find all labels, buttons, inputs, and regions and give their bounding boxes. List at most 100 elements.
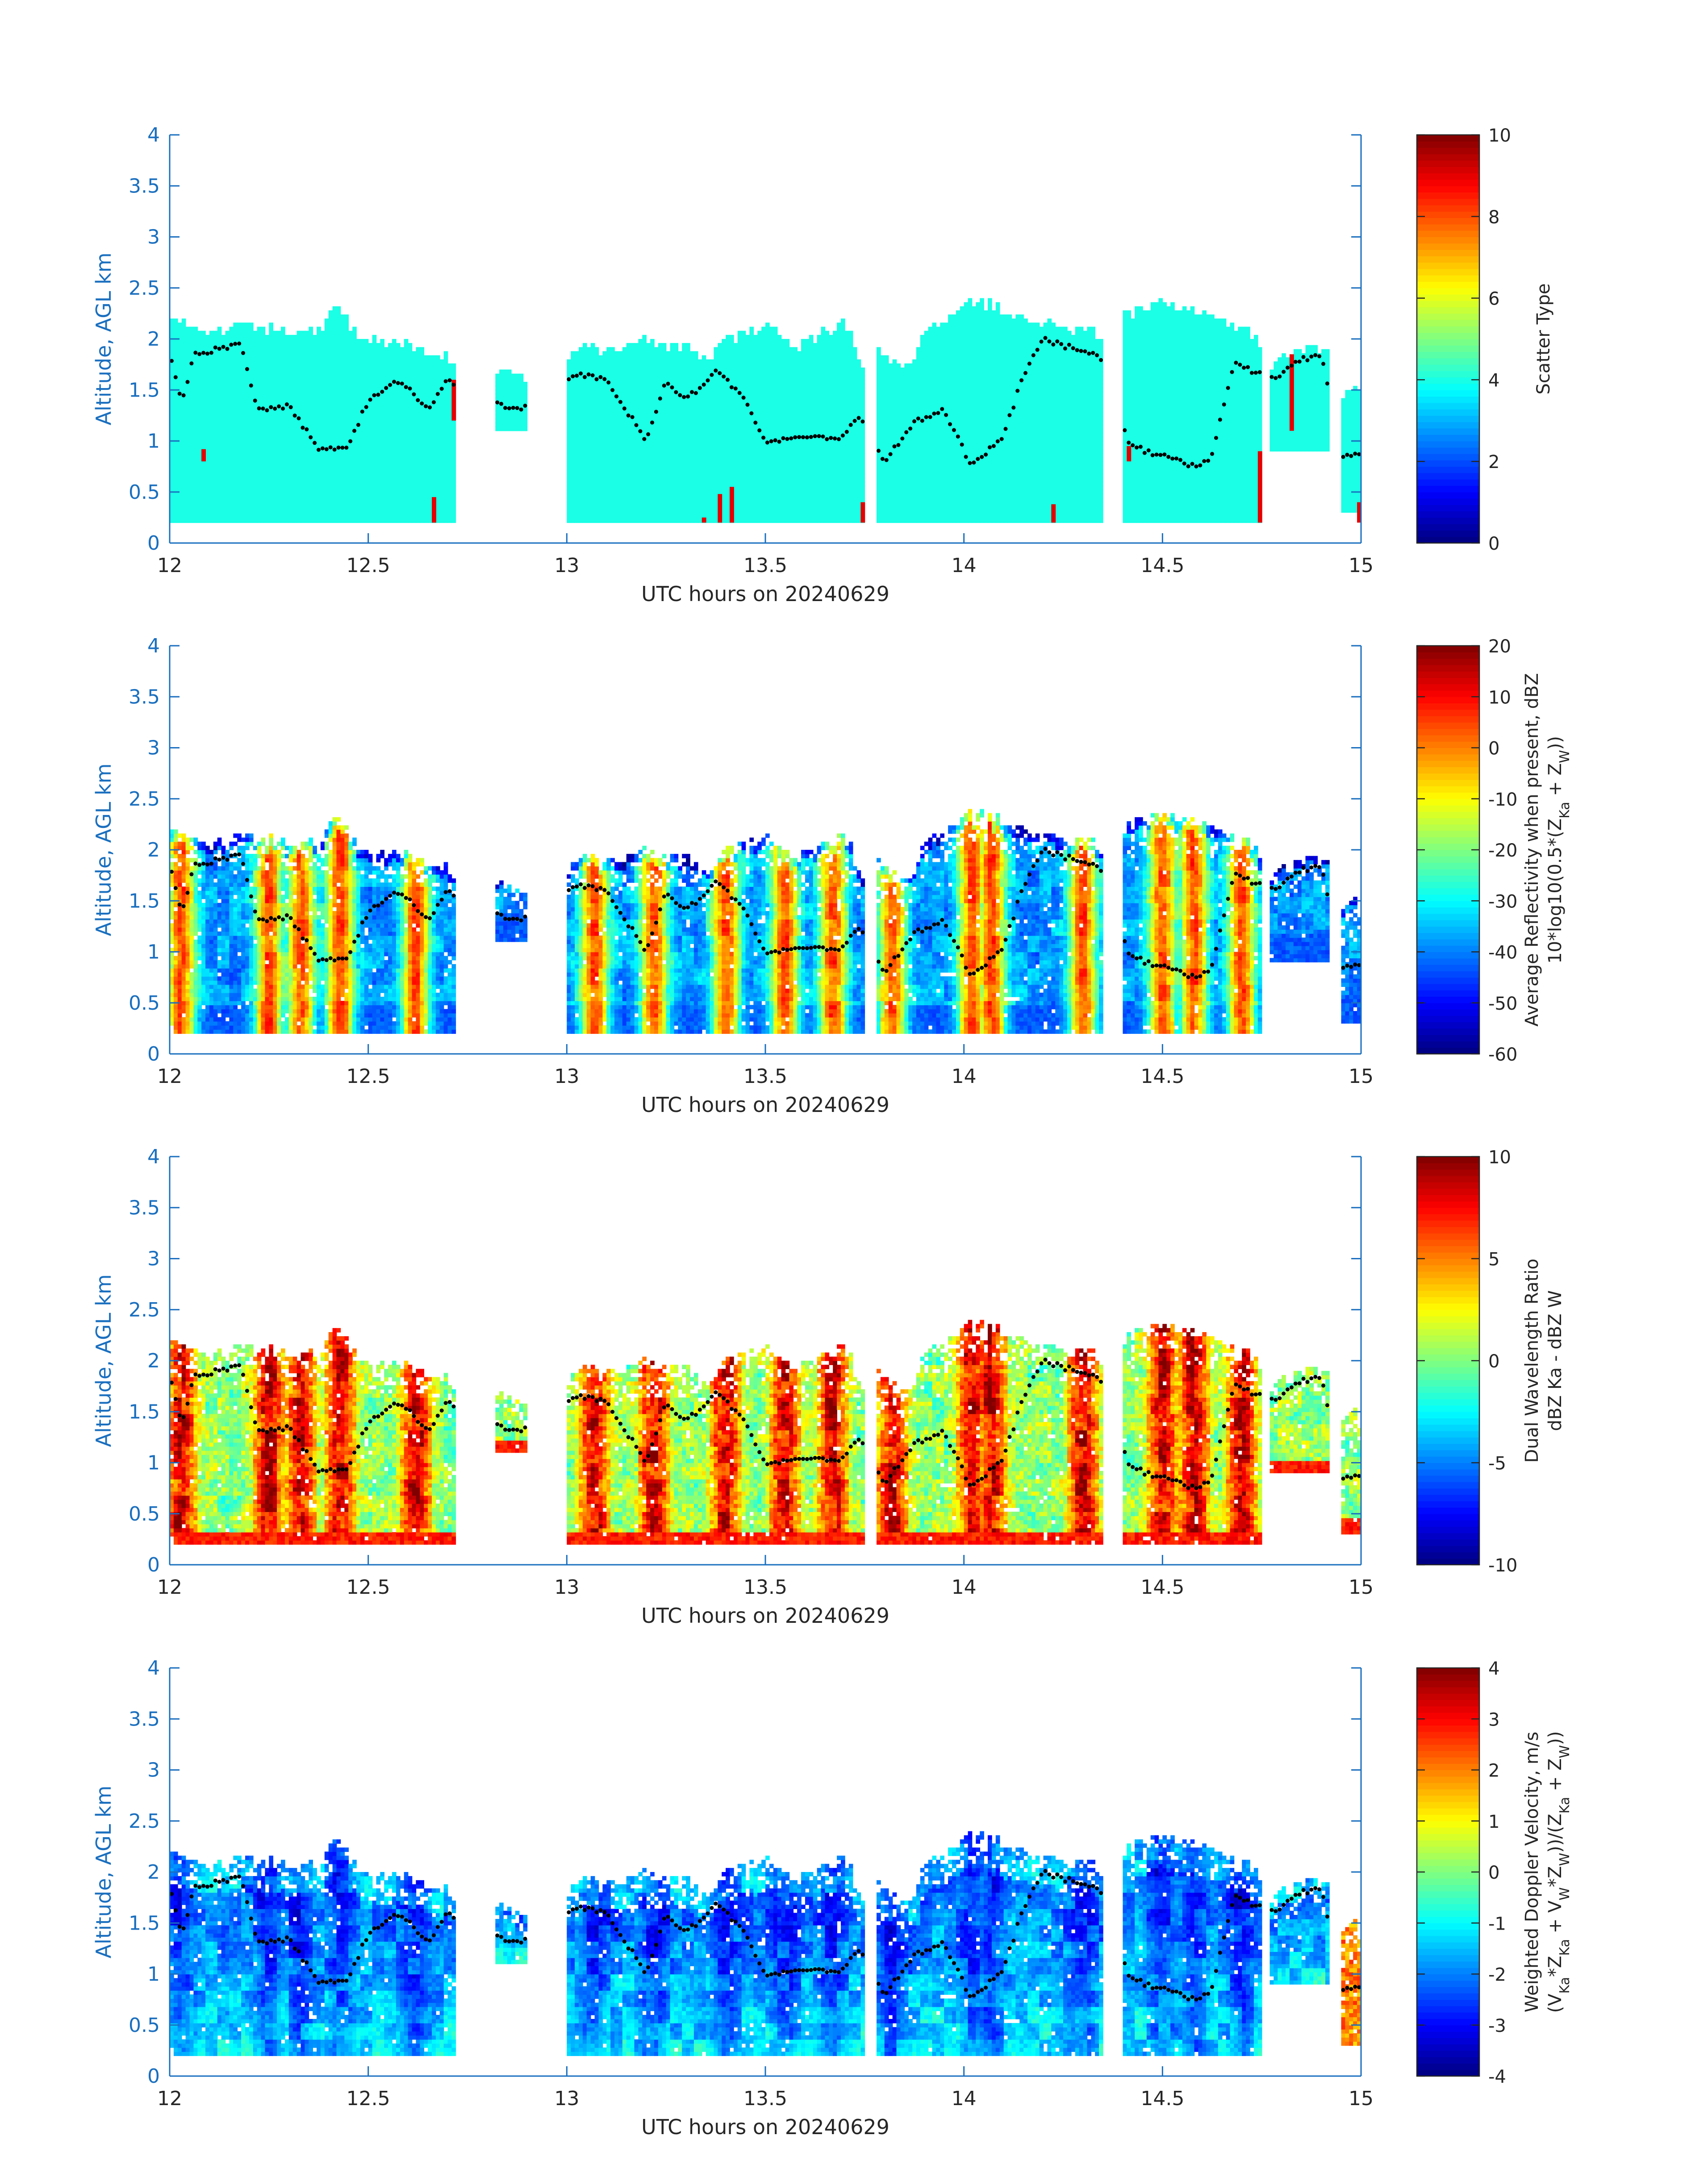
heatmap-cell: [289, 380, 293, 384]
heatmap-cell: [571, 413, 575, 417]
heatmap-cell: [396, 364, 401, 368]
heatmap-cell: [396, 453, 401, 458]
heatmap-cell: [209, 465, 214, 470]
heatmap-cell: [174, 384, 178, 389]
heatmap-cell: [245, 445, 250, 450]
heatmap-cell: [186, 392, 190, 397]
heatmap-cell: [352, 413, 357, 417]
heatmap-cell: [575, 445, 579, 450]
heatmap-cell: [193, 331, 198, 335]
heatmap-cell: [229, 413, 234, 417]
heatmap-cell: [226, 478, 230, 482]
heatmap-cell: [380, 339, 384, 343]
heatmap-cell: [380, 486, 384, 490]
heatmap-cell: [245, 514, 250, 519]
heatmap-cell: [221, 449, 226, 454]
heatmap-cell: [575, 518, 579, 523]
heatmap-cell: [440, 368, 444, 372]
heatmap-cell: [313, 482, 317, 486]
heatmap-cell: [329, 314, 333, 319]
heatmap-cell: [400, 355, 405, 360]
heatmap-cell: [436, 372, 440, 376]
heatmap-cell: [186, 506, 190, 511]
heatmap-cell: [277, 510, 281, 515]
heatmap-cell: [579, 514, 583, 519]
heatmap-cell: [507, 427, 512, 431]
heatmap-cell: [245, 331, 250, 335]
heatmap-cell: [583, 404, 587, 409]
heatmap-cell: [333, 331, 337, 335]
heatmap-cell: [360, 359, 365, 364]
heatmap-cell: [190, 433, 194, 437]
heatmap-cell: [523, 386, 528, 390]
heatmap-cell: [281, 494, 285, 498]
heatmap-cell: [329, 482, 333, 486]
heatmap-cell: [372, 339, 377, 343]
heatmap-cell: [321, 486, 325, 490]
heatmap-cell: [321, 392, 325, 397]
heatmap-cell: [297, 384, 301, 389]
heatmap-cell: [265, 506, 269, 511]
heatmap-cell: [579, 478, 583, 482]
heatmap-cell: [571, 486, 575, 490]
heatmap-cell: [360, 429, 365, 433]
heatmap-cell: [233, 359, 238, 364]
heatmap-cell: [329, 506, 333, 511]
heatmap-cell: [333, 400, 337, 405]
heatmap-cell: [392, 461, 397, 466]
heatmap-cell: [233, 376, 238, 380]
heatmap-cell: [432, 470, 436, 474]
heatmap-cell: [329, 364, 333, 368]
heatmap-cell: [257, 372, 262, 376]
heatmap-cell: [575, 514, 579, 519]
heatmap-cell: [436, 355, 440, 360]
heatmap-cell: [277, 457, 281, 462]
heatmap-cell: [372, 343, 377, 347]
heatmap-cell: [571, 482, 575, 486]
heatmap-cell: [380, 384, 384, 389]
heatmap-cell: [432, 445, 436, 450]
heatmap-cell: [193, 392, 198, 397]
heatmap-cell: [190, 392, 194, 397]
heatmap-cell: [297, 445, 301, 450]
heatmap-cell: [507, 398, 512, 403]
heatmap-cell: [285, 376, 289, 380]
heatmap-cell: [182, 384, 186, 389]
heatmap-cell: [408, 474, 413, 478]
heatmap-cell: [412, 494, 417, 498]
heatmap-cell: [233, 518, 238, 523]
heatmap-cell: [344, 518, 349, 523]
heatmap-cell: [436, 474, 440, 478]
heatmap-cell: [281, 351, 285, 355]
heatmap-cell: [368, 461, 373, 466]
heatmap-cell: [356, 494, 361, 498]
heatmap-cell: [182, 470, 186, 474]
heatmap-cell: [190, 478, 194, 482]
heatmap-cell: [424, 364, 428, 368]
heatmap-cell: [380, 368, 384, 372]
heatmap-cell: [356, 355, 361, 360]
heatmap-cell: [416, 470, 420, 474]
heatmap-cell: [297, 514, 301, 519]
heatmap-cell: [392, 408, 397, 413]
heatmap-cell: [404, 404, 409, 409]
heatmap-cell: [579, 364, 583, 368]
heatmap-cell: [344, 364, 349, 368]
heatmap-cell: [265, 482, 269, 486]
heatmap-cell: [440, 474, 444, 478]
heatmap-cell: [416, 359, 420, 364]
heatmap-cell: [404, 486, 409, 490]
heatmap-cell: [190, 490, 194, 494]
heatmap-cell: [205, 498, 210, 503]
heatmap-cell: [511, 382, 516, 386]
heatmap-cell: [281, 433, 285, 437]
heatmap-cell: [193, 400, 198, 405]
heatmap-cell: [396, 502, 401, 507]
heatmap-cell: [217, 331, 222, 335]
heatmap-cell: [571, 425, 575, 429]
heatmap-cell: [333, 408, 337, 413]
heatmap-cell: [340, 510, 345, 515]
heatmap-cell: [186, 453, 190, 458]
heatmap-cell: [583, 380, 587, 384]
heatmap-cell: [567, 372, 571, 376]
